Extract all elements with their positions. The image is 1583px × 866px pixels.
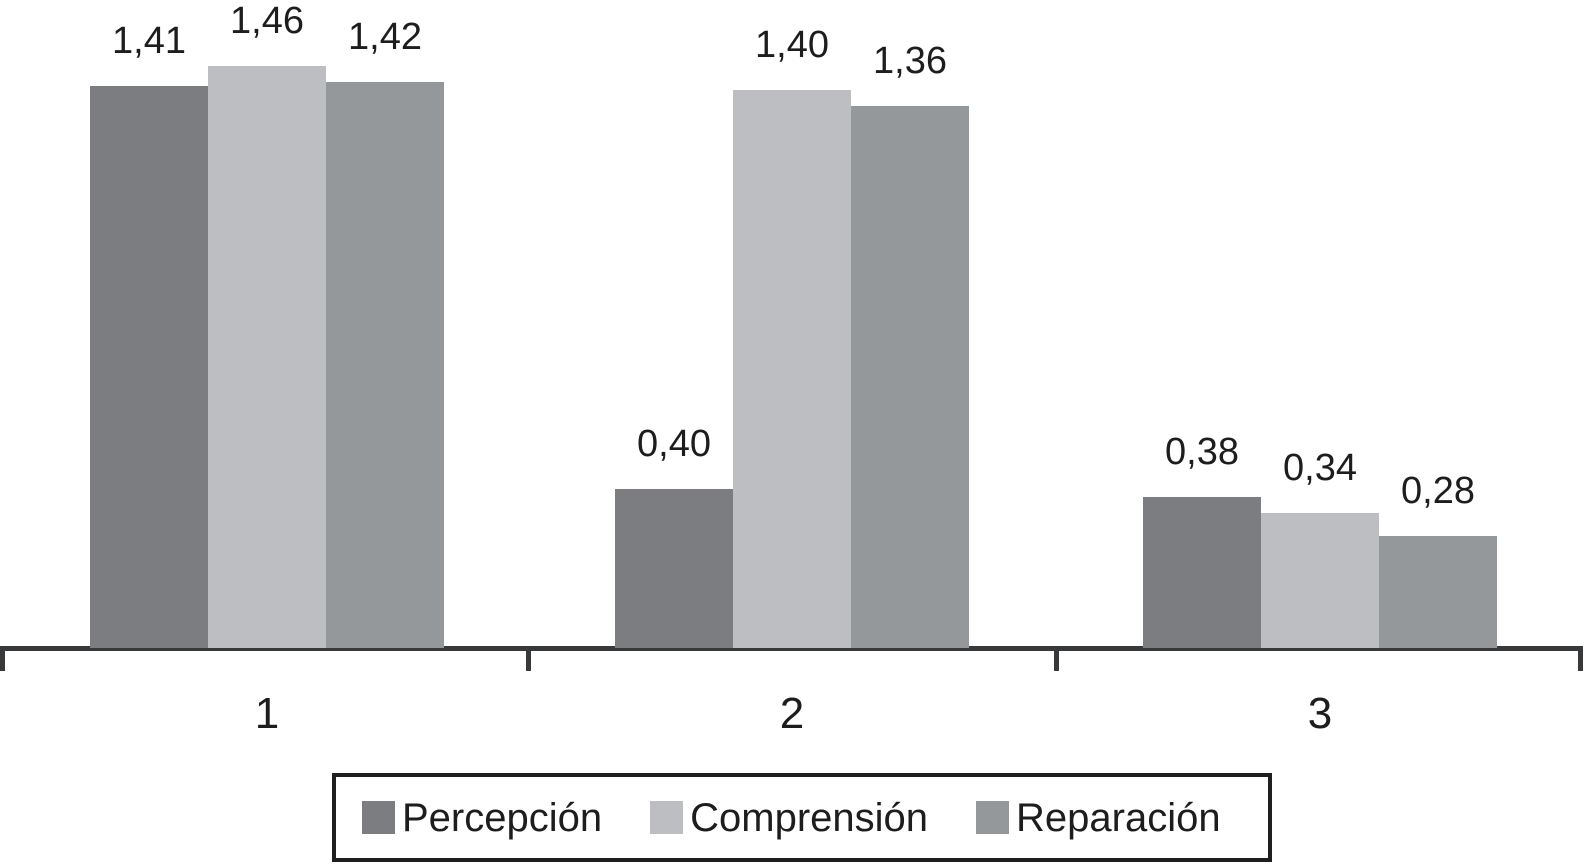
bar-value-label: 1,41 — [112, 20, 186, 62]
x-axis-category-label: 2 — [779, 689, 805, 738]
x-axis-line — [0, 646, 1583, 651]
x-axis-tick — [0, 651, 5, 671]
plot-area: 1,41 1,46 1,42 1 0,40 1,40 1,36 2 0,38 0,34 0,28 3 — [0, 0, 1583, 736]
legend-swatch-icon — [650, 801, 684, 834]
bar-percepción-group-1 — [90, 86, 208, 648]
legend-swatch-icon — [976, 801, 1010, 834]
legend-item-reparación: Reparación — [976, 798, 1221, 838]
bar-reparación-group-1 — [326, 82, 444, 648]
bar-value-label: 0,34 — [1283, 447, 1357, 489]
legend-label: Reparación — [1016, 795, 1221, 840]
bar-comprensión-group-3 — [1261, 513, 1379, 648]
bar-reparación-group-2 — [851, 106, 969, 648]
x-axis-category-label: 3 — [1307, 689, 1333, 738]
x-axis-tick — [1578, 651, 1583, 671]
bar-comprensión-group-1 — [208, 66, 326, 648]
legend-item-percepción: Percepción — [362, 798, 602, 838]
bar-value-label: 1,42 — [348, 16, 422, 58]
legend-swatch-icon — [362, 801, 395, 834]
legend-item-comprensión: Comprensión — [650, 798, 928, 838]
x-axis-tick — [526, 651, 531, 671]
bar-value-label: 1,46 — [230, 0, 304, 42]
legend: Percepción Comprensión Reparación — [332, 773, 1272, 862]
x-axis-tick — [1054, 651, 1059, 671]
bar-value-label: 1,36 — [873, 40, 947, 82]
bar-percepción-group-2 — [615, 489, 733, 648]
x-axis-category-label: 1 — [254, 689, 280, 738]
bar-value-label: 0,28 — [1401, 470, 1475, 512]
bar-value-label: 0,40 — [637, 423, 711, 465]
bar-comprensión-group-2 — [733, 90, 851, 648]
legend-label: Comprensión — [690, 795, 929, 840]
bar-percepción-group-3 — [1143, 497, 1261, 648]
bar-value-label: 0,38 — [1165, 431, 1239, 473]
legend-label: Percepción — [402, 795, 603, 840]
bar-value-label: 1,40 — [755, 24, 829, 66]
bar-reparación-group-3 — [1379, 536, 1497, 648]
